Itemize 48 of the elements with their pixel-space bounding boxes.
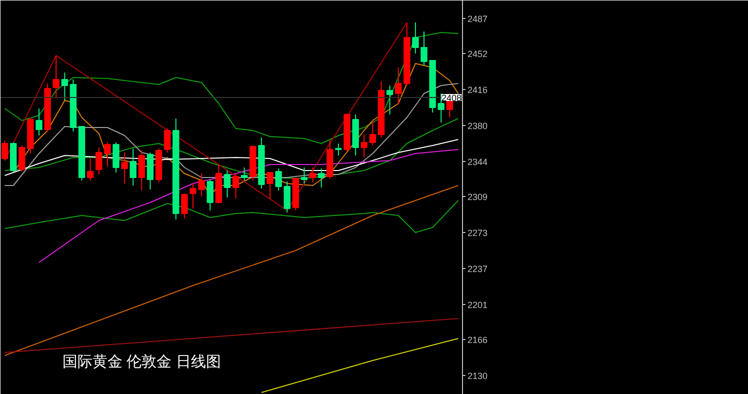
candlestick	[360, 134, 368, 158]
candlestick	[275, 168, 282, 191]
candlestick	[36, 108, 42, 136]
y-tick-label: 2416	[468, 85, 488, 95]
candlestick	[121, 152, 128, 184]
y-tick-label: 2309	[468, 192, 488, 202]
line-series	[4, 22, 408, 211]
candlestick	[181, 193, 188, 219]
ref-line-label: 2408	[441, 93, 462, 103]
y-tick-label: 2273	[468, 228, 488, 238]
candlestick	[300, 167, 308, 184]
candlestick	[266, 172, 274, 199]
candlestick	[240, 167, 248, 181]
candlestick	[130, 148, 136, 186]
y-tick-label: 2201	[468, 300, 488, 310]
y-tick-label: 2452	[468, 49, 488, 59]
line-series	[4, 118, 459, 179]
candlestick	[96, 147, 102, 175]
y-tick-label: 2487	[468, 14, 488, 24]
candlestick	[52, 55, 60, 99]
line-series	[4, 185, 459, 356]
candlestick	[86, 158, 94, 181]
candlestick	[386, 85, 394, 115]
candlestick	[394, 67, 402, 105]
candlestick	[164, 128, 171, 153]
y-tick-label: 2130	[468, 371, 488, 381]
text: 国际黄金 伦敦金 日线图	[62, 354, 221, 370]
y-tick-label: 2344	[468, 157, 488, 167]
candlestick	[206, 179, 214, 211]
line-series	[38, 149, 459, 263]
candlestick	[224, 170, 231, 198]
candlestick	[232, 173, 240, 199]
candlestick	[18, 145, 26, 172]
candlestick	[412, 22, 419, 54]
candlestick	[1, 140, 8, 161]
candlestick	[104, 142, 111, 167]
y-tick-label: 2380	[468, 121, 488, 131]
candlestick	[61, 72, 68, 101]
candlestick	[112, 142, 120, 173]
y-tick-label: 2237	[468, 264, 488, 274]
candlestick	[335, 143, 342, 156]
candlestick	[318, 168, 325, 188]
candlestick	[309, 167, 316, 183]
candlestick	[369, 120, 376, 146]
candlestick	[138, 150, 146, 191]
candlestick	[284, 181, 290, 213]
line-series	[4, 139, 459, 176]
y-tick-label: 2166	[468, 335, 488, 345]
